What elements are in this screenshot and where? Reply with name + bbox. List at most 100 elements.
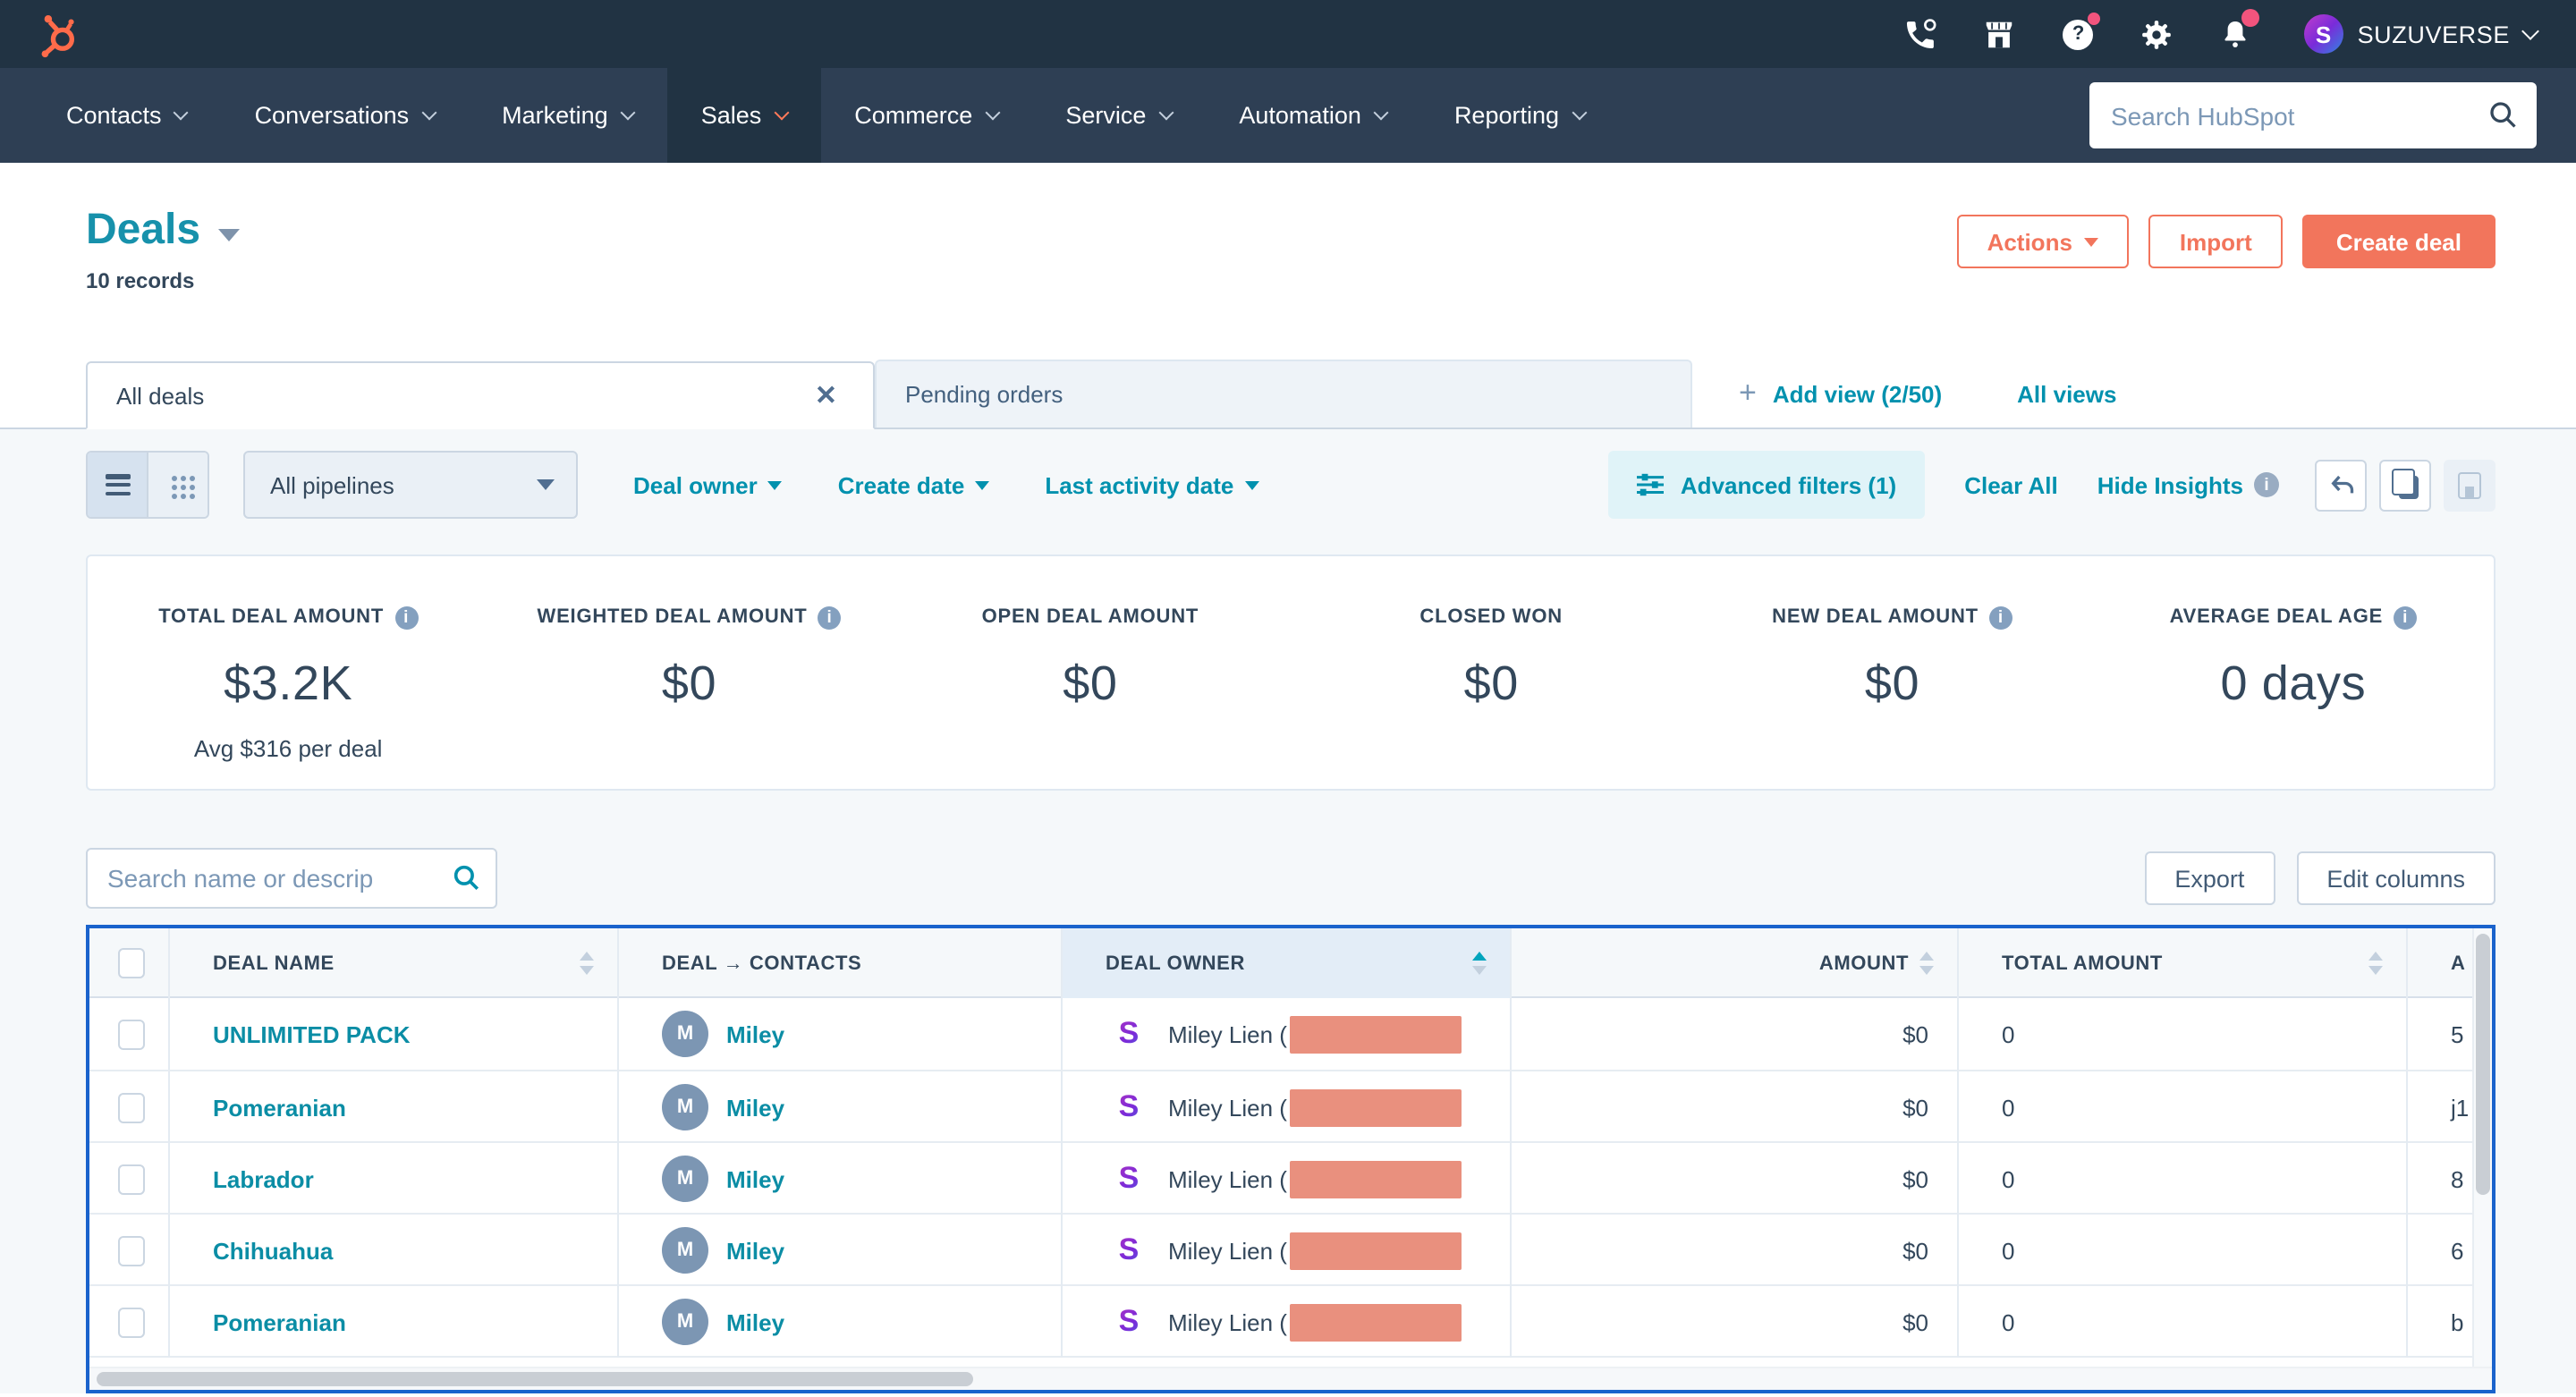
settings-gear-icon[interactable] <box>2140 16 2175 52</box>
filter-create-date[interactable]: Create date <box>838 471 990 498</box>
column-header-total-amount[interactable]: TOTAL AMOUNT <box>1957 928 2406 998</box>
nav-item-automation[interactable]: Automation <box>1205 68 1420 163</box>
advanced-filters-button[interactable]: Advanced filters (1) <box>1609 451 1925 519</box>
marketplace-icon[interactable] <box>1982 16 2018 52</box>
info-icon[interactable]: i <box>394 605 418 629</box>
help-icon[interactable]: ? <box>2061 16 2097 52</box>
info-icon[interactable]: i <box>1989 605 2012 629</box>
amount-cell: $0 <box>1510 1215 1957 1286</box>
page-title[interactable]: Deals <box>86 206 240 256</box>
page-title-text: Deals <box>86 206 200 256</box>
info-icon[interactable]: i <box>2394 605 2417 629</box>
nav-item-reporting[interactable]: Reporting <box>1420 68 1618 163</box>
horizontal-scrollbar[interactable] <box>89 1367 2492 1390</box>
info-icon[interactable]: i <box>818 605 842 629</box>
row-checkbox[interactable] <box>118 1019 145 1049</box>
nav-item-contacts[interactable]: Contacts <box>32 68 221 163</box>
row-checkbox[interactable] <box>118 1164 145 1194</box>
nav-item-service[interactable]: Service <box>1031 68 1205 163</box>
contact-link[interactable]: Miley <box>726 1020 784 1047</box>
save-view-button[interactable] <box>2444 459 2496 511</box>
table-toolbar-buttons: Export Edit columns <box>2144 851 2496 905</box>
nav-item-marketing[interactable]: Marketing <box>468 68 667 163</box>
deal-name-link[interactable]: Labrador <box>213 1165 314 1192</box>
all-views-button[interactable]: All views <box>2017 380 2116 407</box>
view-tab-all-deals[interactable]: All deals ✕ <box>86 361 875 429</box>
contact-link[interactable]: Miley <box>726 1165 784 1192</box>
notifications-bell-icon[interactable] <box>2218 16 2254 52</box>
sort-arrows-icon <box>1919 952 1934 975</box>
hide-insights-button[interactable]: Hide Insights i <box>2097 471 2279 498</box>
owner-name: Miley Lien ( <box>1168 1308 1287 1335</box>
contact-link[interactable]: Miley <box>726 1237 784 1264</box>
column-header-amount[interactable]: AMOUNT <box>1510 928 1957 998</box>
view-action-buttons <box>2315 459 2496 511</box>
list-view-toggle[interactable] <box>88 453 148 517</box>
search-icon[interactable] <box>451 862 481 902</box>
amount-cell: $0 <box>1510 998 1957 1070</box>
primary-nav: Contacts Conversations Marketing Sales C… <box>0 68 2576 163</box>
actions-button[interactable]: Actions <box>1957 215 2130 268</box>
contact-link[interactable]: Miley <box>726 1308 784 1335</box>
deal-name-link[interactable]: UNLIMITED PACK <box>213 1020 411 1047</box>
select-all-checkbox[interactable] <box>118 948 145 978</box>
amount-cell: $0 <box>1510 1071 1957 1143</box>
calling-icon[interactable] <box>1903 16 1939 52</box>
create-deal-button[interactable]: Create deal <box>2302 215 2496 268</box>
total-amount-cell: 0 <box>1957 1215 2406 1286</box>
deal-name-link[interactable]: Chihuahua <box>213 1237 333 1264</box>
main-content: All pipelines Deal owner Create date Las… <box>0 429 2576 1393</box>
horizontal-scrollbar-thumb[interactable] <box>97 1372 973 1386</box>
owner-name: Miley Lien ( <box>1168 1020 1287 1047</box>
filter-bar: All pipelines Deal owner Create date Las… <box>86 429 2496 519</box>
contact-link[interactable]: Miley <box>726 1094 784 1121</box>
nav-item-sales[interactable]: Sales <box>667 68 821 163</box>
stat-label: CLOSED WON <box>1419 606 1563 628</box>
info-icon[interactable]: i <box>2254 472 2279 497</box>
account-menu[interactable]: S SUZUVERSE <box>2304 14 2537 54</box>
clone-view-button[interactable] <box>2379 459 2431 511</box>
hubspot-sprocket-logo-icon[interactable] <box>36 10 84 58</box>
nav-item-conversations[interactable]: Conversations <box>221 68 469 163</box>
search-icon[interactable] <box>2487 98 2519 140</box>
row-checkbox[interactable] <box>118 1235 145 1266</box>
view-tab-pending-orders[interactable]: Pending orders <box>875 360 1692 428</box>
board-view-toggle[interactable] <box>147 453 208 517</box>
dropdown-caret-icon <box>1244 480 1258 489</box>
edit-columns-button[interactable]: Edit columns <box>2296 851 2496 905</box>
filter-deal-owner[interactable]: Deal owner <box>633 471 783 498</box>
undo-button[interactable] <box>2315 459 2367 511</box>
contact-avatar: M <box>662 1227 708 1274</box>
total-amount-cell: 0 <box>1957 1286 2406 1358</box>
row-checkbox[interactable] <box>118 1092 145 1122</box>
close-icon[interactable]: ✕ <box>808 376 844 415</box>
deal-name-link[interactable]: Pomeranian <box>213 1094 346 1121</box>
table-row: Pomeranian M Miley S Miley Lien ( $0 0 j… <box>89 1070 2492 1141</box>
vertical-scrollbar-thumb[interactable] <box>2475 934 2489 1195</box>
import-button[interactable]: Import <box>2149 215 2283 268</box>
nav-item-commerce[interactable]: Commerce <box>820 68 1031 163</box>
row-checkbox[interactable] <box>118 1307 145 1337</box>
table-search-input[interactable] <box>86 848 497 909</box>
page-header: Deals 10 records Actions Import Create d… <box>0 163 2576 360</box>
vertical-scrollbar[interactable] <box>2472 928 2492 1367</box>
table-header-row: DEAL NAME DEAL → CONTACTS DEAL OWNER AMO… <box>89 928 2492 998</box>
clear-all-button[interactable]: Clear All <box>1964 471 2058 498</box>
undo-icon <box>2327 471 2354 498</box>
column-header-deal-contacts[interactable]: DEAL → CONTACTS <box>617 928 1061 998</box>
column-header-deal-owner[interactable]: DEAL OWNER <box>1061 928 1510 998</box>
filter-last-activity-date[interactable]: Last activity date <box>1045 471 1258 498</box>
deal-name-link[interactable]: Pomeranian <box>213 1308 346 1335</box>
table-row: UNLIMITED PACK M Miley S Miley Lien ( $0… <box>89 998 2492 1070</box>
pipeline-select[interactable]: All pipelines <box>243 451 578 519</box>
table-search <box>86 848 497 909</box>
global-search-input[interactable] <box>2089 82 2537 148</box>
grid-view-icon <box>171 475 176 480</box>
primary-nav-items: Contacts Conversations Marketing Sales C… <box>0 68 1618 163</box>
chevron-down-icon <box>774 106 789 121</box>
filter-bar-right: Advanced filters (1) Clear All Hide Insi… <box>1609 451 2496 519</box>
add-view-button[interactable]: + Add view (2/50) <box>1739 376 1942 411</box>
global-search <box>2089 82 2537 148</box>
export-button[interactable]: Export <box>2144 851 2275 905</box>
column-header-deal-name[interactable]: DEAL NAME <box>168 928 617 998</box>
